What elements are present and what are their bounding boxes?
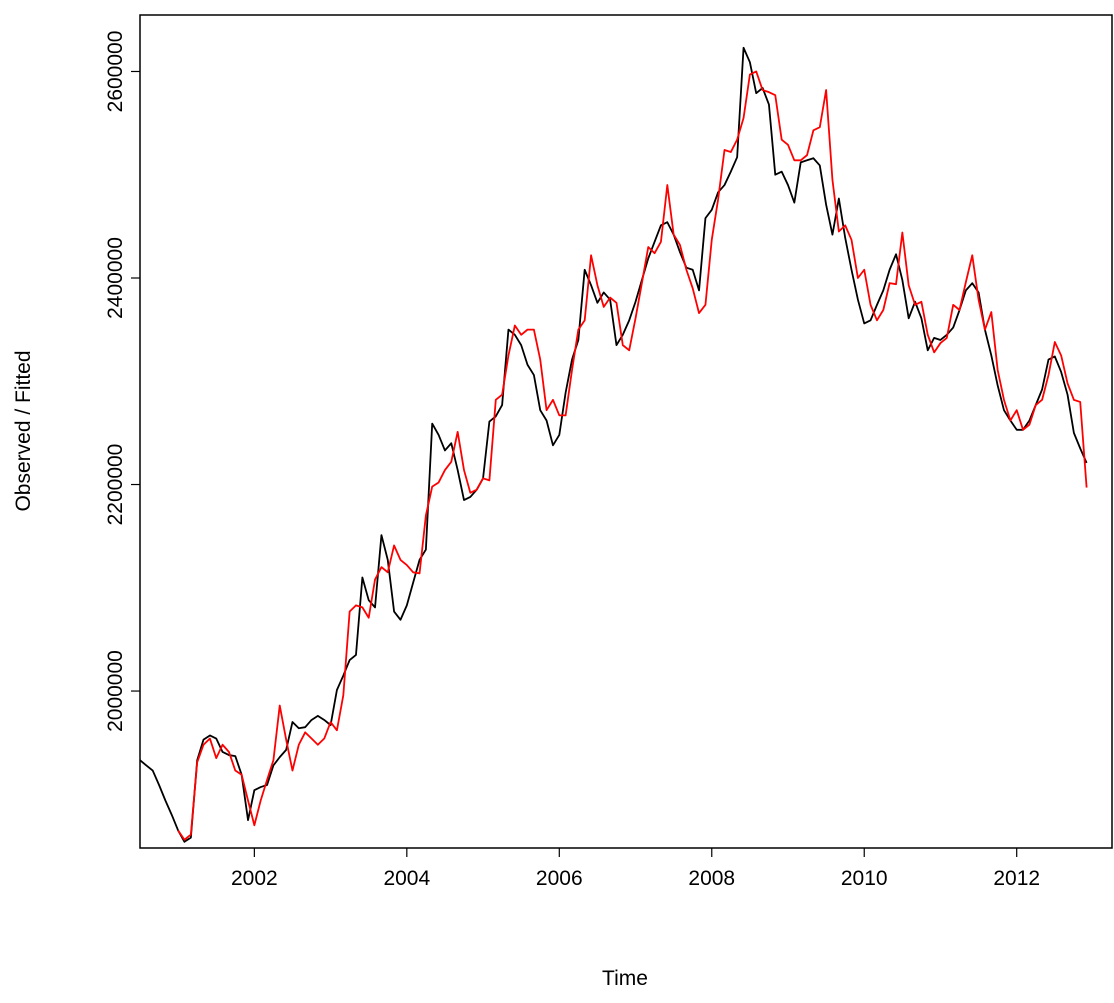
x-tick-label: 2006 <box>536 867 583 890</box>
y-tick-label: 2400000 <box>104 237 127 319</box>
y-tick-label: 2600000 <box>104 31 127 113</box>
x-tick-label: 2008 <box>688 867 735 890</box>
x-tick-label: 2004 <box>383 867 430 890</box>
plot-frame <box>139 14 1113 849</box>
data-line <box>139 46 1088 843</box>
y-axis-label: Observed / Fitted <box>12 350 35 511</box>
data-line <box>177 70 1088 841</box>
x-tick-label: 2010 <box>841 867 888 890</box>
y-tick-label: 2000000 <box>104 650 127 732</box>
x-axis-label: Time <box>602 967 648 990</box>
y-tick-label: 2200000 <box>104 444 127 526</box>
x-tick-label: 2012 <box>993 867 1040 890</box>
x-tick-label: 2002 <box>231 867 278 890</box>
